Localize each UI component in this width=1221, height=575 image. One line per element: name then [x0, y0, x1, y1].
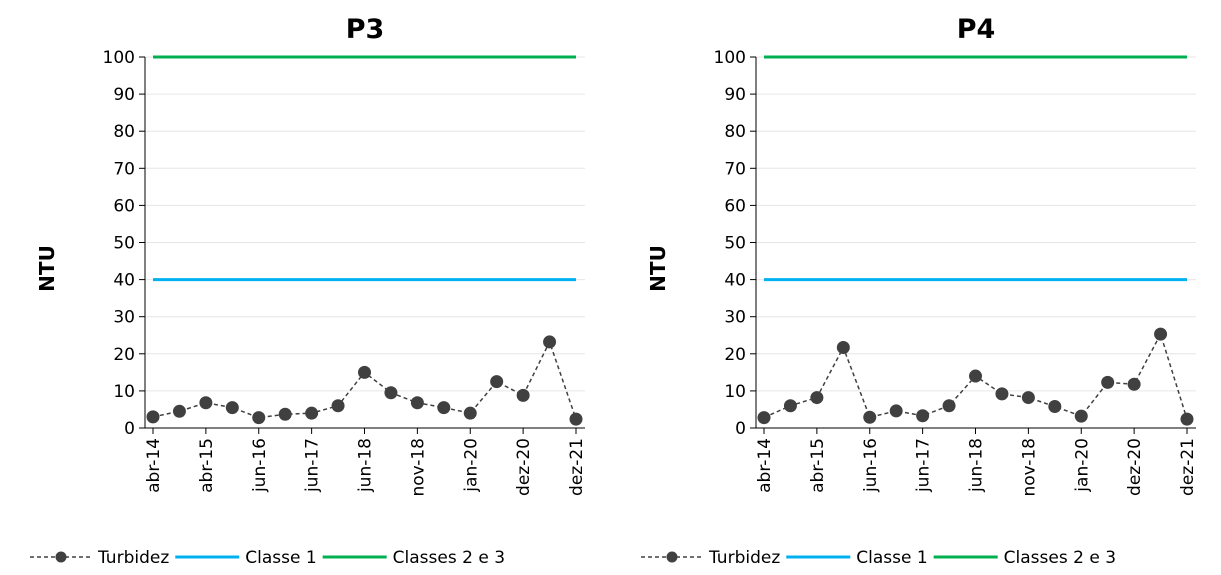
p3-turbidez-point	[305, 406, 319, 420]
p3-turbidez-point	[225, 401, 239, 415]
p3-xtick-label: jun-18	[356, 438, 376, 493]
p3-xtick-label: nov-18	[408, 438, 428, 497]
p4-ytick-label: 100	[714, 48, 746, 68]
p4-turbidez-point	[1180, 412, 1194, 426]
p3-turbidez-point	[384, 386, 398, 400]
p4-turbidez-point	[1101, 375, 1115, 389]
p3-turbidez-point	[199, 396, 213, 410]
p4-xtick-label: dez-20	[1125, 438, 1145, 496]
chart-p4-svg: P4 NTU 0 10 20 30 40 50 60 70 80 90 100 abr-14 abr-15 j…	[641, 14, 1198, 568]
p3-ytick-label: 90	[113, 85, 135, 105]
p3-legend-label: Classes 2 e 3	[393, 548, 505, 568]
p4-legend-turbidez-marker	[666, 551, 678, 563]
p3-turbidez-point	[172, 404, 186, 418]
p4-xtick-label: nov-18	[1019, 438, 1039, 497]
chart-p3-svg: P3 NTU 0 10 20 30 40 50 60 70 80 90 100 abr-14 abr-15 j…	[30, 14, 587, 568]
p3-ytick-label: 10	[113, 382, 135, 402]
p4-turbidez-point	[969, 369, 982, 383]
chart-p4: P4 NTU 0 10 20 30 40 50 60 70 80 90 100 abr-14 abr-15 j…	[611, 0, 1221, 575]
p4-turbidez-point	[1074, 409, 1088, 423]
p4-turbidez-point	[1154, 327, 1168, 341]
p3-ytick-label: 20	[113, 345, 135, 365]
p3-legend-label: Turbidez	[97, 548, 169, 568]
p4-xtick-label: dez-21	[1178, 438, 1198, 496]
p3-turbidez-point	[490, 375, 504, 389]
p3-turbidez-point	[278, 407, 292, 421]
p4-title: P4	[957, 14, 996, 45]
p3-ytick-label: 30	[113, 308, 135, 328]
p3-turbidez-point	[569, 412, 583, 426]
p3-ytick-label: 0	[124, 419, 135, 439]
p3-turbidez-point	[358, 365, 371, 379]
p4-turbidez-point	[863, 410, 877, 424]
p4-xtick-label: abr-15	[808, 438, 828, 493]
p3-ytick-label: 80	[113, 122, 135, 142]
p4-turbidez-point	[1048, 399, 1062, 413]
p4-xtick-label: abr-14	[755, 438, 775, 493]
p4-ytick-label: 60	[724, 196, 746, 216]
p4-ytick-label: 70	[724, 159, 746, 179]
p4-turbidez-point	[889, 404, 903, 418]
p4-ytick-label: 50	[724, 234, 746, 254]
p3-xtick-label: abr-15	[197, 438, 217, 493]
p4-xtick-label: jun-17	[914, 438, 934, 493]
p3-ytick-label: 70	[113, 159, 135, 179]
p4-legend-label: Turbidez	[708, 548, 780, 568]
p4-ytick-label: 0	[735, 419, 746, 439]
p3-turbidez-point	[410, 396, 424, 410]
p4-xtick-label: jun-18	[967, 438, 987, 493]
p4-xtick-label: jan-20	[1072, 438, 1092, 493]
p4-turbidez-point	[757, 411, 771, 425]
p4-ytick-label: 90	[724, 85, 746, 105]
chart-p3: P3 NTU 0 10 20 30 40 50 60 70 80 90 100 abr-14 abr-15 j…	[0, 0, 610, 575]
p3-xtick-label: abr-14	[144, 438, 164, 493]
p4-xtick-label: jun-16	[861, 438, 881, 493]
p4-ytick-label: 20	[724, 345, 746, 365]
p4-ytick-label: 30	[724, 308, 746, 328]
p3-ytick-label: 40	[113, 271, 135, 291]
p3-turbidez-point	[516, 388, 530, 402]
p3-xtick-label: jan-20	[461, 438, 481, 493]
p4-ylabel: NTU	[646, 245, 670, 292]
p3-xtick-label: jun-16	[250, 438, 270, 493]
p4-turbidez-point	[1021, 391, 1035, 405]
p3-turbidez-point	[437, 401, 451, 415]
p4-turbidez-point	[916, 409, 930, 423]
p3-ytick-label: 60	[113, 196, 135, 216]
p3-legend-turbidez-marker	[55, 551, 67, 563]
p4-turbidez-point	[1127, 377, 1141, 391]
p4-turbidez-point	[942, 399, 956, 413]
p4-turbidez-point	[810, 391, 824, 405]
p3-ylabel: NTU	[35, 245, 59, 292]
p3-turbidez-point	[252, 411, 266, 425]
p4-ytick-label: 10	[724, 382, 746, 402]
p4-turbidez-point	[995, 387, 1009, 401]
p3-ytick-label: 100	[103, 48, 135, 68]
p3-xtick-label: dez-20	[514, 438, 534, 496]
p4-legend: Turbidez Classe 1 Classes 2 e 3	[641, 548, 1116, 568]
p4-legend-label: Classes 2 e 3	[1004, 548, 1116, 568]
p3-ytick-label: 50	[113, 234, 135, 254]
p3-xtick-label: dez-21	[567, 438, 587, 496]
p3-title: P3	[346, 14, 385, 45]
p4-ytick-label: 40	[724, 271, 746, 291]
p4-ytick-label: 80	[724, 122, 746, 142]
p3-turbidez-point	[463, 406, 477, 420]
p3-turbidez-point	[543, 335, 557, 349]
p4-turbidez-point	[783, 399, 797, 413]
p4-legend-label: Classe 1	[856, 548, 927, 568]
p3-turbidez-point	[331, 399, 345, 413]
p3-turbidez-point	[146, 410, 160, 424]
p4-turbidez-point	[836, 340, 850, 354]
p3-legend-label: Classe 1	[245, 548, 316, 568]
p3-legend: Turbidez Classe 1 Classes 2 e 3	[30, 548, 505, 568]
p3-xtick-label: jun-17	[303, 438, 323, 493]
